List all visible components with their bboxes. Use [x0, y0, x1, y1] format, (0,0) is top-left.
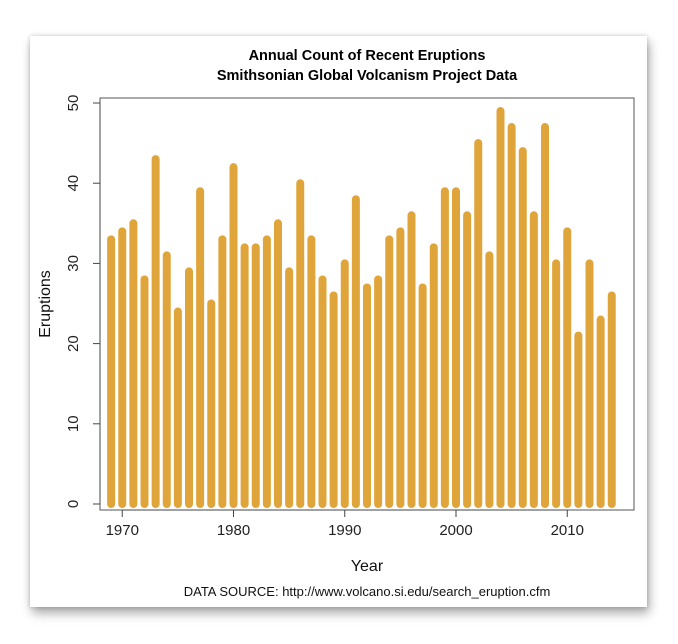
y-tick-label-40: 40: [65, 175, 82, 192]
bars-group: [107, 107, 616, 508]
x-tick-label-1980: 1980: [217, 522, 250, 539]
y-tick-label-30: 30: [65, 255, 82, 272]
y-tick-label-0: 0: [65, 500, 82, 508]
chart-title: Annual Count of Recent Eruptions: [249, 48, 486, 64]
data-source-note: DATA SOURCE: http://www.volcano.si.edu/s…: [184, 584, 551, 599]
chart-subtitle: Smithsonian Global Volcanism Project Dat…: [217, 68, 518, 84]
x-tick-label-2010: 2010: [551, 522, 584, 539]
y-tick-label-10: 10: [65, 415, 82, 432]
x-tick-label-1970: 1970: [106, 522, 139, 539]
x-axis-label: Year: [351, 558, 384, 575]
y-axis-label: Eruptions: [37, 270, 54, 338]
chart-card: Annual Count of Recent Eruptions Smithso…: [30, 36, 647, 607]
x-tick-label-1990: 1990: [328, 522, 361, 539]
x-axis: 1970 1980 1990 2000 2010: [106, 509, 584, 539]
x-tick-label-2000: 2000: [439, 522, 472, 539]
y-tick-label-50: 50: [65, 95, 82, 112]
y-tick-label-20: 20: [65, 335, 82, 352]
y-axis: 0 10 20 30 40 50: [65, 95, 101, 508]
bar-chart: Annual Count of Recent Eruptions Smithso…: [37, 48, 635, 599]
